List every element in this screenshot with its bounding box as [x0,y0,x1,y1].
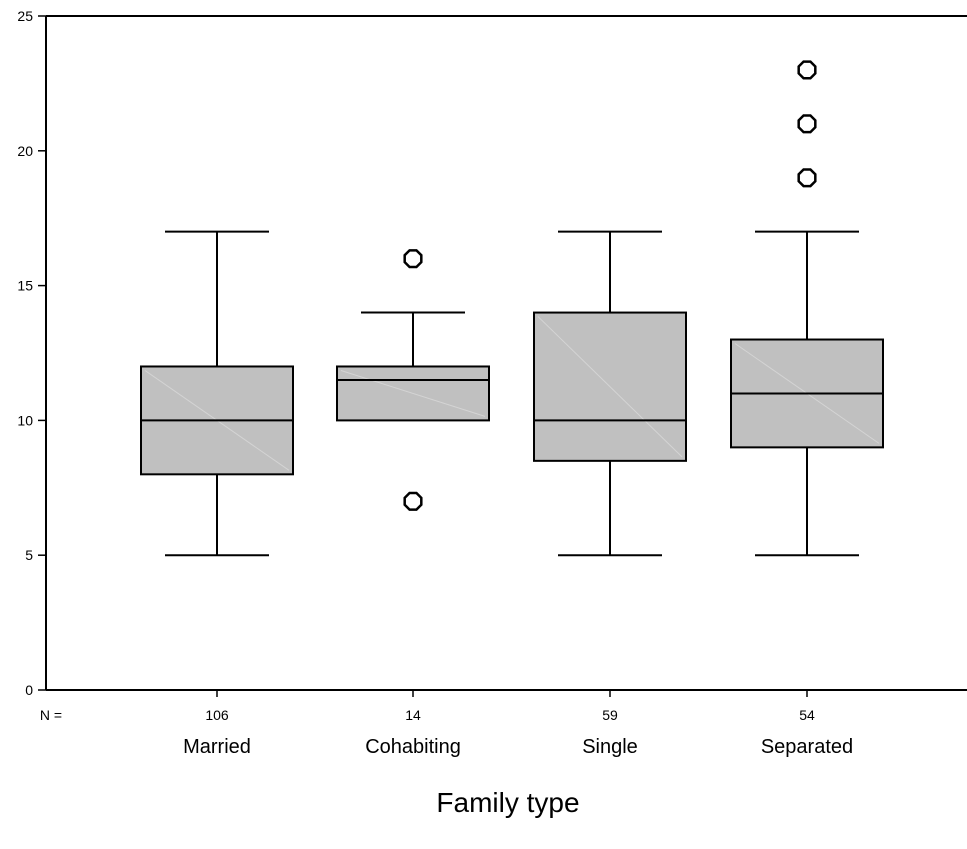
x-labels: N = 106 Married 14 Cohabiting 59 Single 54 Sepa… [40,707,853,758]
n-label: 59 [602,707,618,723]
n-label: 106 [205,707,229,723]
box-group-single [533,230,687,697]
outlier-point [403,249,423,269]
y-tick-label: 10 [17,412,33,428]
x-axis-title: Family type [436,787,579,818]
box-group-cohabiting [336,249,490,697]
y-tick-label: 5 [25,547,33,563]
category-label: Single [582,736,638,758]
box-group-married [140,230,294,697]
y-tick-label: 20 [17,143,33,159]
n-prefix-label: N = [40,707,62,723]
category-label: Separated [761,736,853,758]
outlier-point [403,491,423,511]
box-texture-line [340,370,486,417]
outlier-point [797,168,817,188]
axes [45,15,967,691]
box-group-separated [730,60,884,697]
y-ticks: 0 5 10 15 20 25 [17,8,46,698]
n-label: 54 [799,707,815,723]
y-tick-label: 25 [17,8,33,24]
n-label: 14 [405,707,421,723]
outlier-point [797,114,817,134]
boxes [140,60,884,697]
category-label: Married [183,736,251,758]
category-label: Cohabiting [365,736,461,758]
outlier-point [797,60,817,80]
box-texture-line [537,316,683,458]
y-tick-label: 0 [25,682,33,698]
y-tick-label: 15 [17,278,33,294]
